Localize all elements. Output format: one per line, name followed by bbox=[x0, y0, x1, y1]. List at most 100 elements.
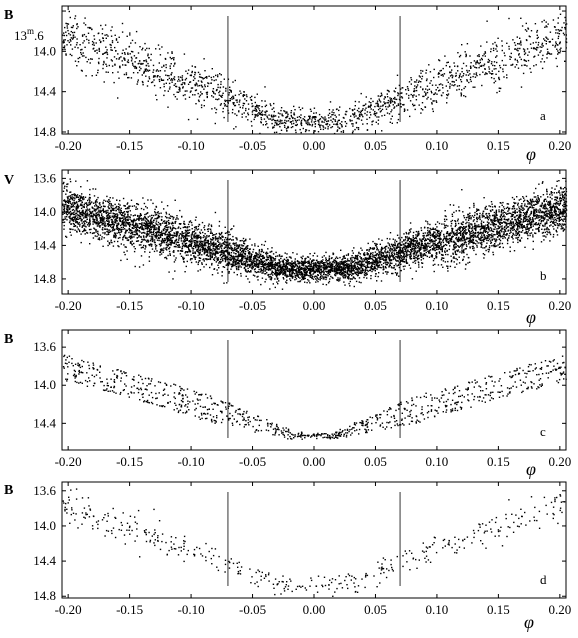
panel-a-data-point bbox=[517, 43, 519, 45]
panel-b-data-point bbox=[366, 262, 368, 264]
panel-a-data-point bbox=[194, 89, 197, 92]
panel-a-data-point bbox=[379, 107, 381, 110]
panel-b-data-point bbox=[550, 218, 552, 220]
panel-b-data-point bbox=[481, 234, 483, 236]
panel-b-data-point bbox=[418, 266, 420, 268]
panel-a-data-point bbox=[243, 94, 246, 96]
panel-b-data-point bbox=[237, 251, 239, 253]
panel-b-data-point bbox=[477, 234, 479, 237]
panel-b-data-point bbox=[157, 224, 159, 226]
panel-a-data-point bbox=[559, 52, 561, 54]
panel-b-data-point bbox=[397, 254, 399, 256]
panel-b-data-point bbox=[518, 221, 521, 224]
panel-a-data-point bbox=[546, 53, 548, 55]
panel-b-data-point bbox=[95, 203, 97, 205]
panel-b-data-point bbox=[220, 244, 222, 246]
panel-b-data-point bbox=[298, 266, 300, 268]
panel-a-data-point bbox=[337, 119, 340, 122]
panel-a-data-point bbox=[141, 63, 143, 65]
panel-b-data-point bbox=[68, 208, 71, 211]
panel-b-data-point bbox=[563, 199, 565, 202]
panel-a-data-point bbox=[159, 76, 161, 78]
panel-b-data-point bbox=[520, 206, 523, 208]
panel-a-data-point bbox=[273, 102, 275, 105]
panel-a-data-point bbox=[77, 26, 79, 28]
panel-b-data-point bbox=[125, 218, 127, 220]
panel-b-data-point bbox=[565, 188, 567, 190]
panel-a-data-point bbox=[537, 46, 539, 49]
panel-b-data-point bbox=[493, 211, 496, 214]
panel-b-data-point bbox=[470, 218, 472, 220]
panel-b-data-point bbox=[322, 259, 324, 261]
panel-a-data-point bbox=[558, 33, 561, 35]
panel-b-data-point bbox=[237, 247, 239, 249]
panel-b-data-point bbox=[102, 209, 104, 211]
panel-b-data-point bbox=[115, 228, 118, 230]
panel-b-data-point bbox=[105, 209, 107, 212]
panel-b-data-point bbox=[482, 215, 484, 218]
panel-b-data-point bbox=[190, 239, 192, 241]
panel-b-data-point bbox=[455, 229, 457, 232]
panel-b-data-point bbox=[67, 209, 69, 211]
panel-a-data-point bbox=[385, 108, 388, 110]
panel-a-data-point bbox=[178, 78, 180, 80]
panel-b-data-point bbox=[306, 256, 309, 258]
panel-a-data-point bbox=[351, 123, 353, 125]
panel-b-data-point bbox=[183, 220, 185, 223]
panel-b-data-point bbox=[69, 220, 71, 222]
panel-a-data-point bbox=[184, 90, 186, 92]
panel-a-data-point bbox=[545, 21, 547, 23]
panel-b-data-point bbox=[173, 250, 175, 252]
panel-b-data-point bbox=[288, 262, 290, 264]
panel-b-data-point bbox=[305, 270, 307, 272]
panel-b-data-point bbox=[478, 237, 480, 240]
panel-b-data-point bbox=[239, 260, 241, 262]
panel-a-data-point bbox=[263, 114, 265, 116]
panel-a-data-point bbox=[381, 115, 383, 117]
panel-a-data-point bbox=[300, 119, 303, 122]
panel-b-data-point bbox=[474, 214, 476, 216]
panel-a-data-point bbox=[213, 92, 215, 94]
panel-b-data-point bbox=[304, 265, 307, 267]
panel-b-data-point bbox=[67, 207, 69, 209]
panel-a-data-point bbox=[143, 71, 145, 74]
panel-b-data-point bbox=[395, 263, 397, 265]
panel-b-data-point bbox=[476, 244, 478, 247]
panel-a-data-point bbox=[85, 75, 87, 77]
panel-b-data-point bbox=[453, 241, 456, 244]
panel-a-data-point bbox=[172, 57, 174, 59]
panel-a-data-point bbox=[234, 94, 237, 96]
panel-b-data-point bbox=[371, 268, 373, 270]
panel-a-xtick-label: -0.05 bbox=[239, 138, 266, 153]
panel-b-data-point bbox=[344, 260, 347, 262]
panel-b-data-point bbox=[404, 249, 407, 251]
panel-b-data-point bbox=[169, 243, 171, 246]
panel-a-data-point bbox=[197, 92, 199, 95]
panel-b-data-point bbox=[429, 252, 431, 254]
panel-a-data-point bbox=[141, 80, 144, 83]
panel-b-data-point bbox=[250, 263, 252, 265]
panel-a-data-point bbox=[353, 116, 356, 118]
panel-b-data-point bbox=[486, 208, 488, 210]
panel-a-data-point bbox=[331, 126, 334, 128]
panel-a-data-point bbox=[351, 132, 354, 134]
panel-b-data-point bbox=[553, 202, 555, 205]
panel-b-data-point bbox=[328, 259, 330, 262]
panel-a-data-point bbox=[194, 74, 196, 76]
panel-a-data-point bbox=[322, 117, 324, 119]
panel-a-data-point bbox=[80, 53, 83, 55]
panel-b-data-point bbox=[383, 256, 385, 259]
panel-a-points bbox=[62, 10, 568, 135]
panel-a-data-point bbox=[466, 79, 468, 81]
panel-b-data-point bbox=[170, 238, 172, 240]
panel-a-data-point bbox=[420, 72, 422, 74]
panel-b-data-point bbox=[378, 254, 380, 256]
panel-b-data-point bbox=[82, 221, 85, 223]
panel-a-data-point bbox=[470, 76, 472, 79]
panel-b-data-point bbox=[457, 222, 460, 225]
panel-a-data-point bbox=[191, 70, 193, 73]
panel-a-data-point bbox=[194, 83, 196, 86]
panel-a-data-point bbox=[204, 70, 206, 72]
panel-b-data-point bbox=[512, 238, 514, 240]
panel-b-data-point bbox=[173, 255, 175, 257]
